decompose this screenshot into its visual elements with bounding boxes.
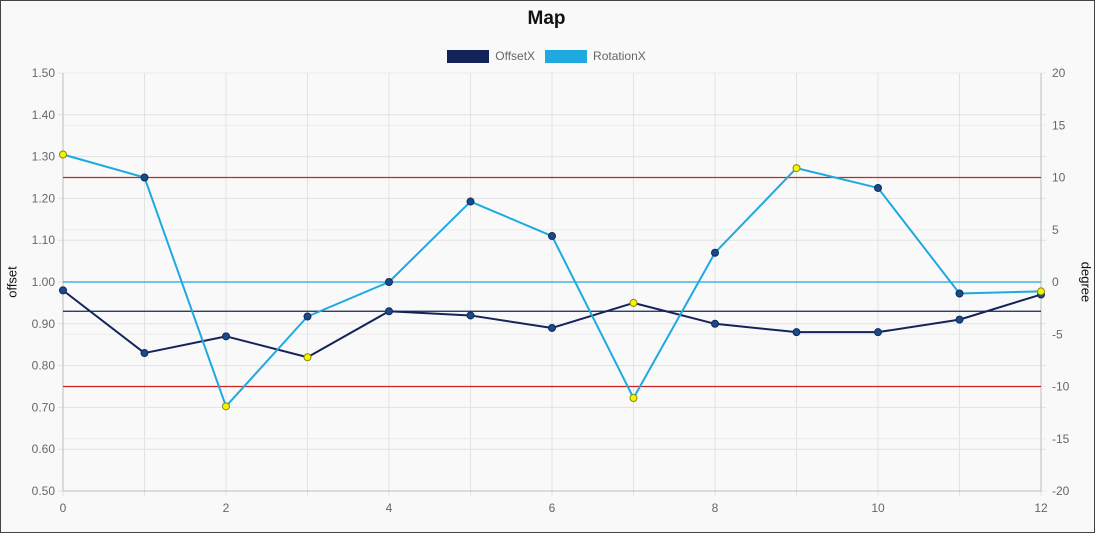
y-tick-label-left: 1.50 bbox=[32, 66, 56, 80]
data-point-offsetx bbox=[548, 323, 556, 332]
y-tick-label-left: 1.00 bbox=[32, 275, 56, 289]
legend-swatch-rotationx bbox=[545, 49, 588, 63]
y-tick-label-right: -20 bbox=[1052, 484, 1070, 498]
legend-item-offsetx[interactable]: OffsetX bbox=[447, 49, 535, 63]
legend-label-rotationx: RotationX bbox=[593, 49, 646, 63]
data-point-rotationx bbox=[874, 183, 882, 192]
chart-title: Map bbox=[527, 8, 566, 29]
data-point-rotationx bbox=[385, 278, 393, 286]
x-tick-label: 4 bbox=[386, 501, 393, 515]
data-point-offsetx bbox=[955, 315, 964, 324]
y-tick-label-left: 0.70 bbox=[32, 400, 56, 414]
data-point-offsetx bbox=[222, 332, 230, 341]
legend-item-rotationx[interactable]: RotationX bbox=[545, 49, 646, 63]
y-tick-label-left: 0.80 bbox=[32, 359, 56, 373]
y-tick-label-left: 1.20 bbox=[32, 191, 56, 205]
data-point-rotationx bbox=[792, 164, 801, 173]
data-point-offsetx bbox=[711, 319, 719, 328]
y-tick-label-right: 15 bbox=[1052, 118, 1066, 132]
y-tick-label-right: -10 bbox=[1052, 380, 1070, 394]
y-tick-label-right: -15 bbox=[1052, 432, 1070, 446]
x-tick-label: 12 bbox=[1034, 501, 1048, 515]
legend-label-offsetx: OffsetX bbox=[495, 49, 536, 63]
data-point-offsetx bbox=[466, 311, 475, 320]
x-tick-label: 0 bbox=[60, 501, 67, 515]
y-tick-label-left: 1.30 bbox=[32, 150, 56, 164]
data-point-rotationx bbox=[955, 289, 964, 298]
data-point-offsetx bbox=[629, 298, 638, 307]
data-point-offsetx bbox=[874, 328, 882, 337]
legend: OffsetX RotationX bbox=[0, 49, 1093, 63]
legend-swatch-offsetx bbox=[447, 49, 490, 63]
data-point-rotationx bbox=[222, 402, 230, 411]
y-tick-label-left: 0.50 bbox=[32, 484, 56, 498]
y-tick-label-left: 1.40 bbox=[32, 108, 56, 122]
y-tick-label-right: 10 bbox=[1052, 171, 1066, 185]
data-point-rotationx bbox=[711, 248, 719, 257]
y-tick-label-right: 5 bbox=[1052, 223, 1059, 237]
data-point-rotationx bbox=[466, 197, 475, 206]
x-tick-label: 6 bbox=[549, 501, 556, 515]
x-tick-label: 2 bbox=[223, 501, 230, 515]
data-point-offsetx bbox=[792, 328, 801, 337]
y-tick-label-left: 0.90 bbox=[32, 317, 56, 331]
data-point-offsetx bbox=[303, 353, 312, 362]
y-tick-label-right: 0 bbox=[1052, 275, 1059, 289]
data-point-rotationx bbox=[548, 232, 556, 241]
y-tick-label-right: 20 bbox=[1052, 66, 1066, 80]
data-point-offsetx bbox=[140, 349, 149, 358]
data-point-offsetx bbox=[385, 307, 393, 316]
data-point-rotationx bbox=[629, 393, 638, 402]
y-tick-label-right: -5 bbox=[1052, 327, 1063, 341]
x-tick-label: 8 bbox=[712, 501, 719, 515]
data-point-rotationx bbox=[140, 173, 149, 182]
y-tick-label-left: 0.60 bbox=[32, 442, 56, 456]
data-point-rotationx bbox=[303, 312, 312, 321]
x-tick-label: 10 bbox=[871, 501, 885, 515]
data-point-rotationx bbox=[1037, 287, 1045, 296]
data-point-offsetx bbox=[59, 286, 67, 295]
data-point-rotationx bbox=[59, 150, 67, 159]
y-tick-label-left: 1.10 bbox=[32, 233, 56, 247]
